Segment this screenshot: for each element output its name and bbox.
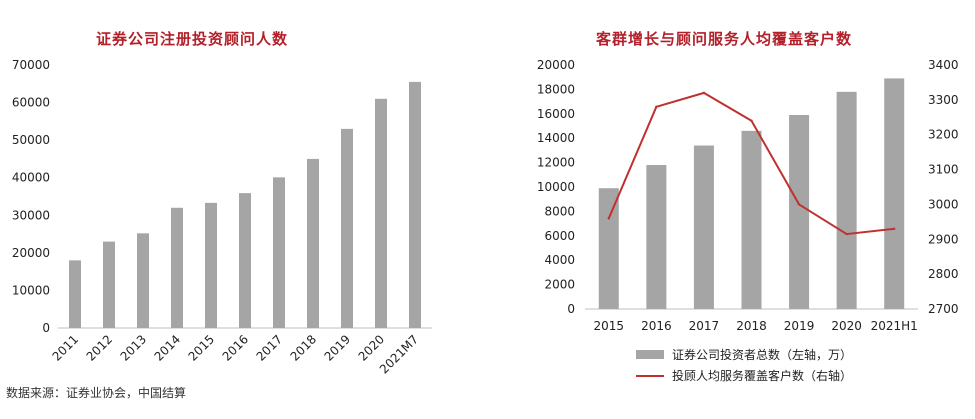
right-left-y-tick-label: 16000 [537, 107, 575, 121]
left-y-tick-label: 20000 [12, 246, 50, 260]
right-right-y-tick-label: 3400 [928, 58, 959, 72]
right-x-tick-label: 2019 [784, 319, 815, 333]
left-x-tick-label: 2014 [152, 332, 183, 363]
right-right-y-tick-label: 3200 [928, 128, 959, 142]
right-x-tick-label: 2021H1 [871, 319, 918, 333]
left-x-tick-label: 2011 [50, 332, 81, 363]
legend-line-label: 投顾人均服务覆盖客户数（右轴） [672, 369, 853, 383]
right-bar [884, 78, 905, 309]
right-left-y-tick-label: 10000 [537, 180, 575, 194]
right-x-tick-label: 2015 [594, 319, 625, 333]
right-line-point [607, 217, 610, 220]
right-chart-title: 客群增长与顾问服务人均覆盖客户数 [596, 30, 853, 48]
right-x-tick-label: 2016 [641, 319, 672, 333]
left-y-tick-label: 50000 [12, 133, 50, 147]
left-y-tick-label: 70000 [12, 58, 50, 72]
right-right-y-tick-label: 2700 [928, 302, 959, 316]
legend-bar-swatch [636, 350, 664, 359]
left-bar [171, 207, 183, 328]
right-bar [741, 130, 762, 309]
legend-bar-label: 证券公司投资者总数（左轴，万） [672, 348, 853, 362]
left-bar [239, 193, 251, 328]
left-bar [307, 158, 319, 328]
left-x-tick-label: 2018 [288, 332, 319, 363]
right-left-y-tick-label: 8000 [544, 204, 575, 218]
legend-line-swatch [636, 374, 664, 377]
right-line-point [845, 232, 848, 236]
right-line-point [702, 91, 706, 95]
left-bar [341, 128, 353, 328]
left-y-tick-label: 60000 [12, 96, 50, 110]
left-bar [103, 241, 115, 328]
left-x-tick-label: 2016 [220, 332, 251, 363]
right-left-y-tick-label: 12000 [537, 156, 575, 170]
right-line-point [797, 203, 801, 206]
right-left-y-tick-label: 0 [567, 302, 575, 316]
left-bar [273, 177, 285, 328]
right-x-tick-label: 2017 [689, 319, 720, 333]
left-bar [137, 233, 149, 328]
right-left-y-tick-label: 4000 [544, 253, 575, 267]
right-left-y-tick-label: 2000 [544, 278, 575, 292]
left-x-tick-label: 2019 [322, 332, 353, 363]
source-note: 数据来源：证券业协会，中国结算 [6, 386, 187, 400]
right-right-y-tick-label: 3300 [928, 93, 959, 107]
right-x-tick-label: 2018 [736, 319, 767, 333]
legend-bar-entry: 证券公司投资者总数（左轴，万） [636, 346, 852, 363]
right-line-point [750, 119, 753, 122]
right-right-y-tick-label: 2900 [928, 232, 959, 246]
right-line-point [655, 105, 658, 109]
left-y-tick-label: 0 [42, 321, 50, 335]
right-right-y-tick-label: 3000 [928, 197, 959, 211]
right-left-y-tick-label: 20000 [537, 58, 575, 72]
left-y-tick-label: 10000 [12, 283, 50, 297]
left-y-tick-label: 40000 [12, 171, 50, 185]
left-x-tick-label: 2015 [186, 332, 217, 363]
legend-line-entry: 投顾人均服务覆盖客户数（右轴） [636, 367, 852, 384]
left-x-tick-label: 2013 [118, 332, 149, 363]
right-left-y-tick-label: 18000 [537, 82, 575, 96]
left-bar [205, 202, 217, 328]
left-x-tick-label: 2012 [84, 332, 115, 363]
left-bar [409, 81, 421, 329]
right-left-y-tick-label: 6000 [544, 229, 575, 243]
left-bar [375, 98, 387, 328]
left-x-tick-label: 2017 [254, 332, 285, 363]
right-right-y-tick-label: 2800 [928, 267, 959, 281]
right-left-y-tick-label: 14000 [537, 131, 575, 145]
left-bar [69, 260, 81, 328]
left-y-tick-label: 30000 [12, 208, 50, 222]
right-bar [598, 188, 619, 309]
right-right-y-tick-label: 3100 [928, 163, 959, 177]
right-bar [646, 165, 667, 309]
right-bar [693, 145, 714, 309]
right-bar [789, 115, 810, 310]
left-x-tick-label: 2020 [356, 332, 387, 363]
left-chart-title: 证券公司注册投资顾问人数 [96, 30, 289, 48]
right-bar [836, 91, 857, 309]
right-x-tick-label: 2020 [831, 319, 862, 333]
right-line-point [893, 227, 896, 231]
